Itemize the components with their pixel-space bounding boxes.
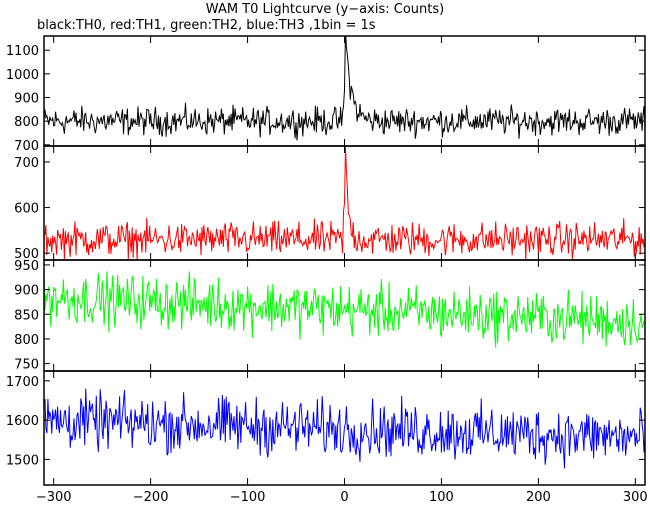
x-tick-label: −100 — [230, 490, 266, 505]
y-tick-label: 700 — [14, 156, 39, 171]
y-tick-label: 1100 — [6, 44, 39, 59]
y-tick-label: 1600 — [6, 414, 39, 429]
x-tick-label: 0 — [340, 490, 348, 505]
series-th3-line — [44, 388, 645, 469]
chart-title: WAM T0 Lightcurve (y−axis: Counts) — [205, 2, 445, 17]
y-tick-label: 600 — [14, 202, 39, 217]
series-th2-line — [44, 266, 645, 348]
x-tick-label: 100 — [429, 490, 454, 505]
y-tick-label: 850 — [14, 308, 39, 323]
x-tick-label: 200 — [526, 490, 551, 505]
y-tick-label: 900 — [14, 284, 39, 299]
y-tick-label: 800 — [14, 333, 39, 348]
series-th0-line — [44, 36, 645, 141]
y-tick-label: 1700 — [6, 375, 39, 390]
panel-frame-th3 — [43, 370, 646, 486]
x-tick-label: −200 — [133, 490, 169, 505]
y-tick-label: 1000 — [6, 68, 39, 83]
y-tick-label: 1500 — [6, 453, 39, 468]
y-tick-label: 700 — [14, 139, 39, 154]
y-tick-label: 750 — [14, 358, 39, 373]
x-tick-label: 300 — [623, 490, 648, 505]
chart-subtitle: black:TH0, red:TH1, green:TH2, blue:TH3 … — [37, 18, 376, 33]
y-tick-label: 800 — [14, 115, 39, 130]
series-th1-line — [44, 147, 645, 260]
y-tick-label: 900 — [14, 92, 39, 107]
y-tick-label: 500 — [14, 247, 39, 262]
y-tick-label: 950 — [14, 259, 39, 274]
x-tick-label: −300 — [36, 490, 72, 505]
